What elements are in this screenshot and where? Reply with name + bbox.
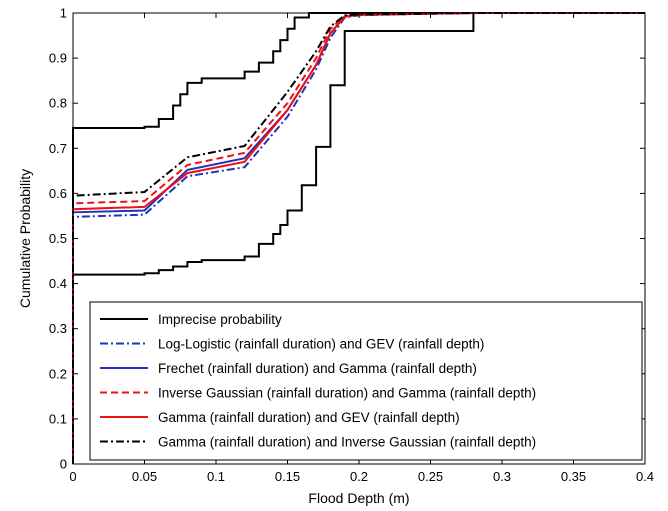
x-tick-label: 0 (69, 469, 76, 484)
x-tick-label: 0.25 (418, 469, 443, 484)
legend-label-5: Gamma (rainfall duration) and GEV (rainf… (158, 410, 460, 425)
y-tick-label: 0.4 (49, 276, 67, 291)
series-line-1 (72, 12, 645, 464)
legend-box (89, 301, 643, 461)
x-axis-label: Flood Depth (m) (308, 490, 409, 506)
series-layer (72, 12, 645, 464)
y-tick-label: 0.9 (49, 51, 67, 66)
series-line-7 (72, 12, 645, 464)
y-axis-label: Cumulative Probability (17, 169, 33, 308)
legend-label-6: Gamma (rainfall duration) and Inverse Ga… (158, 435, 536, 450)
y-tick-label: 0.8 (49, 96, 67, 111)
y-tick-label: 0.3 (49, 321, 67, 336)
series-line-2 (72, 12, 645, 464)
x-tick-label: 0.3 (493, 469, 511, 484)
y-tick-label: 0.2 (49, 366, 67, 381)
series-line-3 (72, 12, 645, 464)
y-tick-label: 0.5 (49, 231, 67, 246)
y-tick-label: 1 (60, 6, 67, 21)
y-tick-label: 0.7 (49, 141, 67, 156)
legend: Imprecise probability Log-Logistic (rainf… (89, 301, 643, 461)
x-tick-label: 0.05 (132, 469, 157, 484)
x-tick-label: 0.15 (275, 469, 300, 484)
legend-label-2: Log-Logistic (rainfall duration) and GEV… (158, 337, 484, 352)
y-tick-label: 0.1 (49, 411, 67, 426)
x-tick-label: 0.2 (350, 469, 368, 484)
y-tick-label: 0.6 (49, 186, 67, 201)
y-tick-label: 0 (60, 457, 67, 472)
legend-label-3: Frechet (rainfall duration) and Gamma (r… (158, 361, 477, 376)
series-line-5 (72, 12, 645, 464)
x-tick-label: 0.4 (636, 469, 654, 484)
legend-label-1: Imprecise probability (158, 312, 282, 327)
legend-label-4: Inverse Gaussian (rainfall duration) and… (158, 386, 536, 401)
ticks-layer: 0 0.05 0.1 0.15 0.2 0.25 0.3 0.35 0.4 0 0.1 0.2 0.3 0… (49, 6, 654, 485)
x-tick-label: 0.35 (561, 469, 586, 484)
x-tick-label: 0.1 (207, 469, 225, 484)
